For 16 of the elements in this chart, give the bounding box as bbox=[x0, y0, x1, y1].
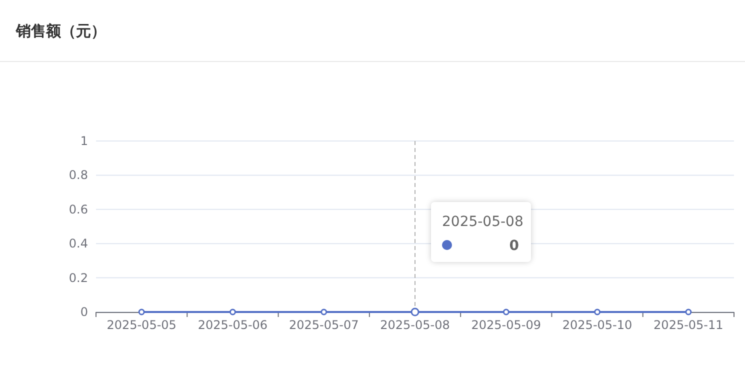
annotation: 2025-05-08 bbox=[442, 214, 524, 230]
y-tick-label: 1 bbox=[80, 134, 88, 148]
y-tick-label: 0.8 bbox=[68, 168, 88, 182]
x-tick-label: 2025-05-11 bbox=[654, 318, 724, 332]
chart-title: 销售额（元） bbox=[15, 22, 106, 40]
x-tick-label: 2025-05-05 bbox=[106, 318, 176, 332]
y-tick-label: 0.2 bbox=[68, 270, 88, 285]
y-tick-label: 0.4 bbox=[68, 236, 88, 251]
y-tick-label: 0 bbox=[80, 305, 88, 319]
x-tick-label: 2025-05-06 bbox=[198, 318, 268, 332]
x-tick-label: 2025-05-09 bbox=[471, 318, 542, 332]
y-tick-label: 0.6 bbox=[68, 202, 88, 216]
annotation: 0 bbox=[509, 238, 520, 254]
x-tick-label: 2025-05-08 bbox=[380, 318, 450, 332]
x-tick-label: 2025-05-07 bbox=[288, 318, 359, 332]
x-tick-label: 2025-05-10 bbox=[562, 318, 632, 332]
